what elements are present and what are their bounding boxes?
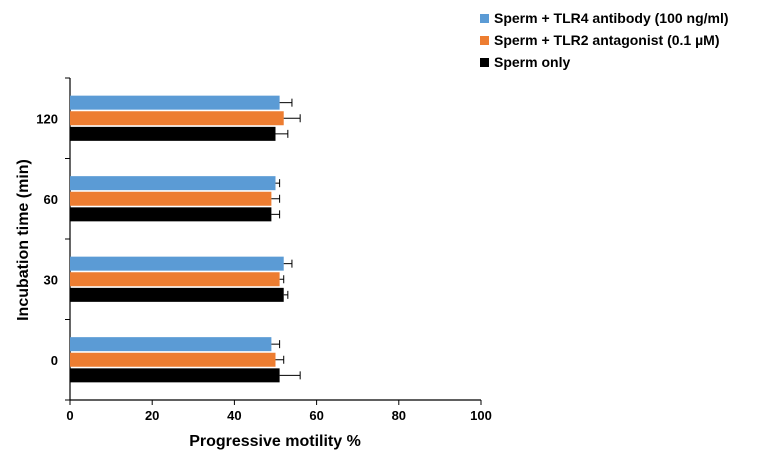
legend-swatch-2 (480, 58, 489, 67)
x-tick-label-40: 40 (227, 408, 241, 423)
x-tick-label-80: 80 (392, 408, 406, 423)
bar-120-series-1 (70, 111, 284, 126)
bar-0-series-2 (70, 368, 280, 383)
bar-0-series-1 (70, 352, 276, 367)
bars (70, 95, 301, 383)
bar-30-series-2 (70, 287, 284, 302)
bar-120-series-0 (70, 95, 280, 110)
y-tick-label-60: 60 (44, 192, 58, 207)
bar-30-series-1 (70, 272, 280, 287)
legend: Sperm + TLR4 antibody (100 ng/ml) Sperm +… (480, 10, 729, 70)
x-tick-label-100: 100 (470, 408, 492, 423)
x-tick-label-60: 60 (309, 408, 323, 423)
bar-60-series-1 (70, 191, 272, 206)
bar-120-series-2 (70, 126, 276, 141)
x-tick-label-0: 0 (66, 408, 73, 423)
bar-30-series-0 (70, 256, 284, 271)
x-tick-label-20: 20 (145, 408, 159, 423)
legend-swatch-1 (480, 36, 489, 45)
legend-label-2: Sperm only (494, 54, 570, 70)
legend-label-0: Sperm + TLR4 antibody (100 ng/ml) (494, 10, 729, 26)
legend-label-1: Sperm + TLR2 antagonist (0.1 µM) (494, 32, 720, 48)
legend-swatch-0 (480, 14, 489, 23)
bar-60-series-0 (70, 176, 276, 191)
y-axis-title: Incubation time (min) (15, 159, 32, 321)
y-tick-label-120: 120 (36, 111, 58, 126)
bar-0-series-0 (70, 337, 272, 352)
bar-60-series-2 (70, 207, 272, 222)
x-axis-title: Progressive motility % (189, 433, 361, 450)
y-tick-label-0: 0 (51, 353, 58, 368)
axes: 0 20 40 60 80 100 0 30 60 120 (36, 77, 492, 423)
y-tick-label-30: 30 (44, 272, 58, 287)
